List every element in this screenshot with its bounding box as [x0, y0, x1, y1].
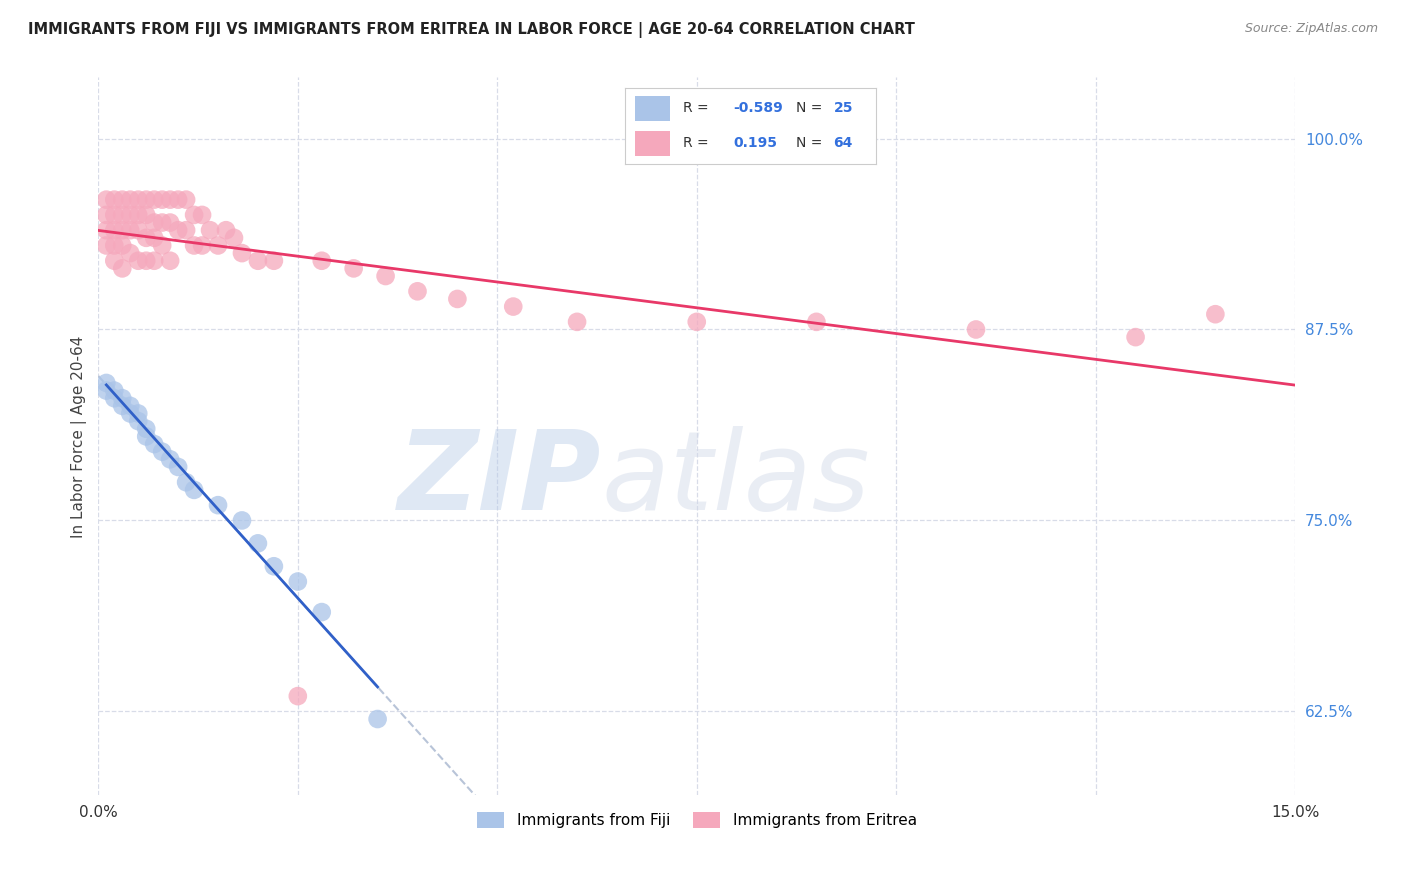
Point — [120, 407, 142, 421]
Point — [167, 460, 190, 475]
Point — [143, 253, 166, 268]
Y-axis label: In Labor Force | Age 20-64: In Labor Force | Age 20-64 — [72, 335, 87, 538]
Text: atlas: atlas — [600, 426, 870, 533]
Point — [127, 223, 149, 237]
Point — [806, 315, 828, 329]
Point — [246, 253, 269, 268]
Point — [127, 208, 149, 222]
Point — [406, 285, 429, 299]
Legend: Immigrants from Fiji, Immigrants from Eritrea: Immigrants from Fiji, Immigrants from Er… — [471, 806, 922, 834]
Point — [159, 193, 181, 207]
Point — [103, 384, 125, 398]
Point — [120, 246, 142, 260]
Point — [150, 216, 173, 230]
Point — [374, 268, 396, 283]
Point — [120, 399, 142, 413]
Point — [135, 253, 157, 268]
Point — [103, 391, 125, 405]
Point — [120, 193, 142, 207]
Point — [150, 193, 173, 207]
Point — [167, 193, 190, 207]
Point — [231, 513, 253, 527]
Point — [1125, 330, 1147, 344]
Text: IMMIGRANTS FROM FIJI VS IMMIGRANTS FROM ERITREA IN LABOR FORCE | AGE 20-64 CORRE: IMMIGRANTS FROM FIJI VS IMMIGRANTS FROM … — [28, 22, 915, 38]
Point — [246, 536, 269, 550]
Point — [167, 223, 190, 237]
Point — [215, 223, 238, 237]
Point — [127, 407, 149, 421]
Point — [96, 223, 118, 237]
Text: ZIP: ZIP — [398, 426, 600, 533]
Point — [150, 444, 173, 458]
Point — [446, 292, 468, 306]
Point — [143, 231, 166, 245]
Point — [287, 689, 309, 703]
Point — [183, 208, 205, 222]
Point — [263, 253, 285, 268]
Point — [96, 238, 118, 252]
Point — [159, 253, 181, 268]
Point — [231, 246, 253, 260]
Point — [120, 208, 142, 222]
Point — [103, 253, 125, 268]
Point — [143, 216, 166, 230]
Point — [111, 391, 134, 405]
Point — [174, 193, 197, 207]
Point — [96, 208, 118, 222]
Point — [174, 475, 197, 490]
Point — [103, 238, 125, 252]
Point — [207, 238, 229, 252]
Point — [103, 223, 125, 237]
Text: Source: ZipAtlas.com: Source: ZipAtlas.com — [1244, 22, 1378, 36]
Point — [287, 574, 309, 589]
Point — [103, 193, 125, 207]
Point — [183, 483, 205, 497]
Point — [111, 399, 134, 413]
Point — [127, 253, 149, 268]
Point — [191, 238, 214, 252]
Point — [686, 315, 709, 329]
Point — [135, 231, 157, 245]
Point — [111, 223, 134, 237]
Point — [135, 208, 157, 222]
Point — [311, 253, 333, 268]
Point — [120, 223, 142, 237]
Point — [96, 384, 118, 398]
Point — [191, 208, 214, 222]
Point — [183, 238, 205, 252]
Point — [143, 437, 166, 451]
Point — [143, 193, 166, 207]
Point — [127, 193, 149, 207]
Point — [111, 193, 134, 207]
Point — [159, 216, 181, 230]
Point — [96, 376, 118, 390]
Point — [207, 498, 229, 512]
Point — [367, 712, 389, 726]
Point — [502, 300, 524, 314]
Point — [150, 238, 173, 252]
Point — [135, 422, 157, 436]
Point — [1204, 307, 1226, 321]
Point — [135, 429, 157, 443]
Point — [198, 223, 221, 237]
Point — [343, 261, 366, 276]
Point — [565, 315, 588, 329]
Point — [127, 414, 149, 428]
Point — [311, 605, 333, 619]
Point — [222, 231, 245, 245]
Point — [135, 193, 157, 207]
Point — [96, 193, 118, 207]
Point — [263, 559, 285, 574]
Point — [111, 238, 134, 252]
Point — [174, 223, 197, 237]
Point — [111, 208, 134, 222]
Point — [159, 452, 181, 467]
Point — [965, 322, 987, 336]
Point — [111, 261, 134, 276]
Point — [103, 208, 125, 222]
